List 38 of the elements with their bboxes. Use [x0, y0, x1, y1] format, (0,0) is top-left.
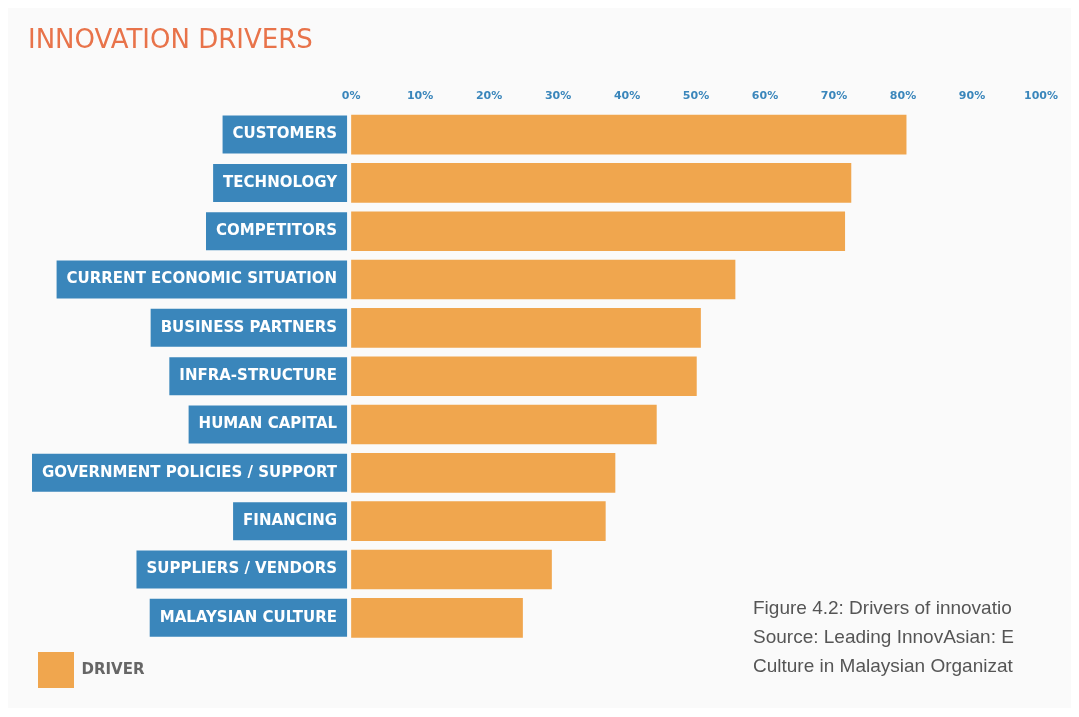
x-tick-label: 40% — [613, 88, 641, 102]
bar — [351, 356, 697, 397]
y-tick-label: COMPETITORS — [216, 221, 338, 240]
bar — [351, 501, 606, 541]
y-tick-label: CURRENT ECONOMIC SITUATION — [66, 269, 338, 288]
legend-label: DRIVER — [81, 659, 145, 678]
bar — [351, 163, 852, 203]
x-tick-label: 20% — [475, 88, 503, 102]
x-tick-label: 90% — [958, 88, 986, 102]
y-tick-label: SUPPLIERS / VENDORS — [146, 559, 338, 578]
y-tick-label: FINANCING — [243, 511, 338, 530]
y-tick-label: INFRA-STRUCTURE — [179, 366, 338, 385]
x-tick-label: 50% — [682, 88, 710, 102]
x-tick-label: 60% — [751, 88, 779, 102]
annotation: Figure 4.2: Drivers of innovatio — [753, 596, 1013, 620]
x-tick-label: 80% — [889, 88, 917, 102]
bar — [351, 404, 657, 445]
bar — [351, 114, 907, 155]
bar — [351, 549, 552, 590]
bar — [351, 453, 616, 493]
x-tick-label: 10% — [406, 88, 434, 102]
bar — [351, 211, 846, 252]
bar — [351, 308, 701, 348]
x-tick-label: 30% — [544, 88, 572, 102]
bar — [351, 598, 523, 638]
y-tick-label: CUSTOMERS — [232, 124, 338, 143]
y-tick-label: HUMAN CAPITAL — [198, 414, 338, 433]
bar — [351, 259, 736, 300]
chart-title: INNOVATION DRIVERS — [28, 24, 313, 55]
y-tick-label: TECHNOLOGY — [223, 172, 339, 191]
annotation: Source: Leading InnovAsian: E — [753, 625, 1014, 649]
text: Culture in Malaysian Organizat — [753, 654, 1014, 678]
x-tick-label: 100% — [1024, 88, 1058, 102]
x-tick-label: 0% — [341, 88, 361, 102]
y-tick-label: GOVERNMENT POLICIES / SUPPORT — [42, 462, 338, 481]
x-tick-label: 70% — [820, 88, 848, 102]
y-tick-label: MALAYSIAN CULTURE — [159, 607, 338, 626]
y-tick-label: BUSINESS PARTNERS — [160, 317, 338, 336]
